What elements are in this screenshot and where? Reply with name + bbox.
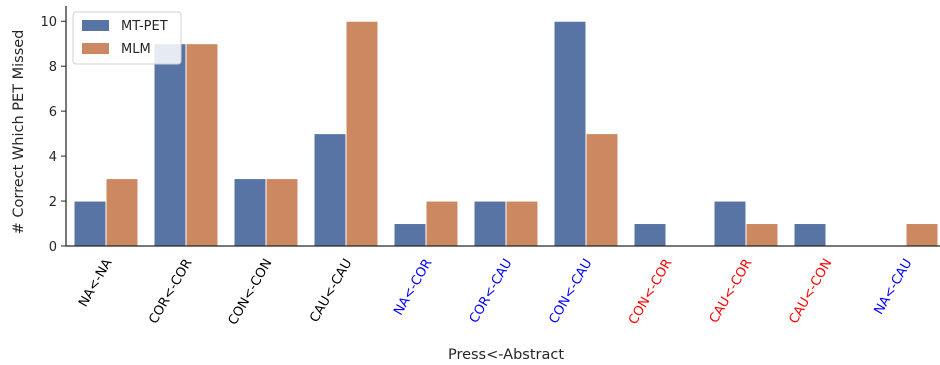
legend-swatch-mt-pet <box>82 20 109 31</box>
bar-mlm-3 <box>345 20 379 247</box>
bar-mt-pet-3 <box>313 133 347 247</box>
legend-swatch-mlm <box>82 43 109 54</box>
bar-mlm-6 <box>585 133 619 247</box>
bar-mlm-1 <box>185 43 219 247</box>
bar-mt-pet-8 <box>713 200 747 247</box>
bar-mt-pet-0 <box>73 200 107 247</box>
y-tick-label: 10 <box>40 15 57 30</box>
x-tick-label: COR<-CAU <box>467 257 516 326</box>
bar-mlm-0 <box>105 178 139 247</box>
y-tick-label: 0 <box>49 240 57 255</box>
y-tick-labels: 0 2 4 6 8 10 <box>40 15 66 255</box>
x-tick-label: CAU<-CON <box>786 257 835 327</box>
bar-mlm-2 <box>265 178 299 247</box>
x-tick-label: CAU<-COR <box>707 257 756 326</box>
x-tick-label: NA<-CAU <box>872 257 916 318</box>
x-tick-label: CON<-CAU <box>546 257 595 327</box>
bar-mlm-4 <box>425 200 459 247</box>
bar-mlm-5 <box>505 200 539 247</box>
bar-mlm-10 <box>905 223 939 247</box>
x-axis-label: Press<-Abstract <box>448 347 564 363</box>
legend-label-mlm: MLM <box>121 42 151 57</box>
y-tick-label: 4 <box>49 150 57 165</box>
bar-mt-pet-6 <box>553 20 587 247</box>
x-tick-label: COR<-COR <box>146 257 195 327</box>
bar-mt-pet-5 <box>473 200 507 247</box>
legend-label-mt-pet: MT-PET <box>121 19 168 34</box>
bar-mt-pet-9 <box>793 223 827 247</box>
axes-group <box>65 6 940 247</box>
x-tick-label: CON<-COR <box>626 257 675 328</box>
x-tick-label: NA<-COR <box>391 257 435 319</box>
y-tick-label: 2 <box>49 195 57 210</box>
y-axis-label: # Correct Which PET Missed <box>11 30 27 235</box>
bar-mt-pet-1 <box>153 43 187 247</box>
bar-mt-pet-4 <box>393 223 427 247</box>
bar-mt-pet-7 <box>633 223 667 247</box>
y-tick-label: 6 <box>49 105 57 120</box>
x-tick-label: NA<-NA <box>76 256 115 309</box>
x-tick-labels: NA<-NA COR<-COR CON<-CON CAU<-CAU NA<-COR COR… <box>76 256 915 327</box>
x-tick-label: CAU<-CAU <box>307 257 355 326</box>
bars-group <box>73 20 939 247</box>
bar-mlm-8 <box>745 223 779 247</box>
x-tick-label: CON<-CON <box>226 257 276 328</box>
y-tick-label: 8 <box>49 60 57 75</box>
legend: MT-PET MLM <box>72 11 182 65</box>
bar-mt-pet-2 <box>233 178 267 247</box>
